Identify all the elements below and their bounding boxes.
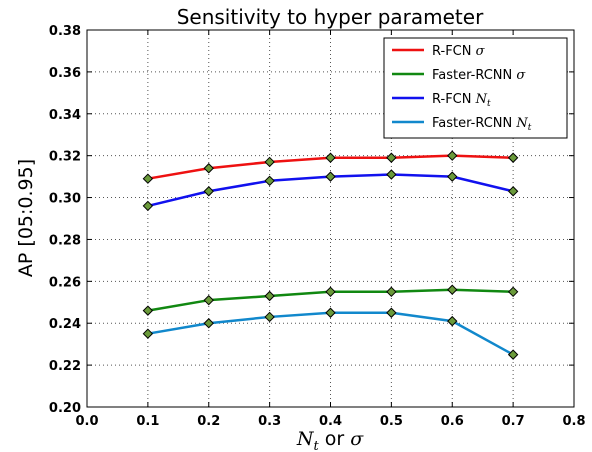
data-point-marker (325, 171, 336, 182)
x-tick-label: 0.0 (75, 414, 98, 429)
legend-label-sub: t (487, 99, 491, 109)
x-axis-label-mid: or (319, 428, 351, 450)
data-point-marker (142, 328, 154, 339)
y-tick-label: 0.36 (49, 66, 81, 81)
y-axis-label: AP [05:0.95] (15, 159, 37, 277)
legend-label: Faster-RCNN σ (432, 68, 526, 83)
data-point-marker (325, 152, 336, 163)
x-tick-label: 0.1 (136, 414, 159, 429)
data-point-marker (386, 307, 397, 318)
y-tick-label: 0.24 (49, 317, 81, 332)
legend-label-text: Faster-RCNN (432, 68, 516, 83)
x-tick-label: 0.3 (258, 414, 281, 429)
data-point-marker (264, 175, 275, 187)
data-point-marker (325, 307, 336, 318)
data-point-marker (447, 315, 458, 327)
x-tick-label: 0.5 (380, 414, 403, 429)
x-axis-label: Nt or σ (296, 428, 364, 452)
y-tick-label: 0.38 (49, 24, 81, 39)
data-point-marker (142, 200, 154, 212)
data-point-marker (386, 152, 397, 163)
x-tick-label: 0.4 (319, 414, 342, 429)
grid (87, 30, 574, 407)
x-tick-label: 0.8 (562, 414, 585, 429)
legend-label-text: R-FCN (432, 92, 476, 107)
data-point-marker (142, 173, 154, 184)
data-point-marker (507, 152, 519, 163)
legend-label-math: σ (516, 68, 526, 83)
data-point-marker (447, 150, 458, 161)
x-axis-label-prefix: N (296, 428, 315, 450)
y-tick-label: 0.22 (49, 359, 81, 374)
axis-ticks: 0.0 0.1 0.2 0.3 0.4 0.5 0.6 0.7 0.8 0.20 0.22 0.24 0… (49, 24, 586, 429)
series-markers (142, 150, 519, 360)
data-point-marker (264, 156, 275, 168)
x-tick-label: 0.6 (441, 414, 464, 429)
data-point-marker (386, 286, 397, 298)
legend-label: R-FCN Nt (432, 92, 491, 109)
legend-label-text: R-FCN (432, 44, 476, 59)
legend-label-math: σ (476, 44, 486, 59)
data-point-marker (507, 186, 519, 197)
data-point-marker (507, 286, 519, 298)
data-point-marker (203, 163, 214, 174)
y-tick-label: 0.30 (49, 192, 81, 207)
y-tick-label: 0.34 (49, 108, 81, 123)
y-tick-label: 0.20 (49, 401, 81, 416)
data-point-marker (447, 171, 458, 182)
data-point-marker (203, 318, 214, 329)
data-point-marker (142, 305, 154, 316)
x-axis-label-suffix: σ (350, 428, 364, 450)
x-axis-label-sub: t (313, 439, 319, 452)
series-lines (147, 154, 514, 356)
legend-label-text: Faster-RCNN (432, 116, 516, 131)
data-point-marker (386, 169, 397, 180)
data-point-marker (203, 186, 214, 197)
data-point-marker (447, 284, 458, 295)
data-point-marker (325, 286, 336, 298)
legend-label-math: N (515, 116, 528, 131)
x-tick-label: 0.7 (502, 414, 525, 429)
y-tick-label: 0.28 (49, 233, 81, 248)
legend-label-sub: t (528, 123, 532, 133)
data-point-marker (264, 311, 275, 323)
data-point-marker (203, 294, 214, 306)
y-tick-label: 0.26 (49, 275, 81, 290)
legend-label-math: N (475, 92, 488, 107)
chart-title: Sensitivity to hyper parameter (177, 5, 484, 29)
data-point-marker (264, 290, 275, 302)
y-tick-label: 0.32 (49, 150, 81, 165)
legend-label: R-FCN σ (432, 44, 486, 59)
x-tick-label: 0.2 (197, 414, 220, 429)
series-line-4 (147, 311, 514, 356)
legend-label: Faster-RCNN Nt (432, 116, 532, 133)
data-point-marker (507, 349, 519, 360)
